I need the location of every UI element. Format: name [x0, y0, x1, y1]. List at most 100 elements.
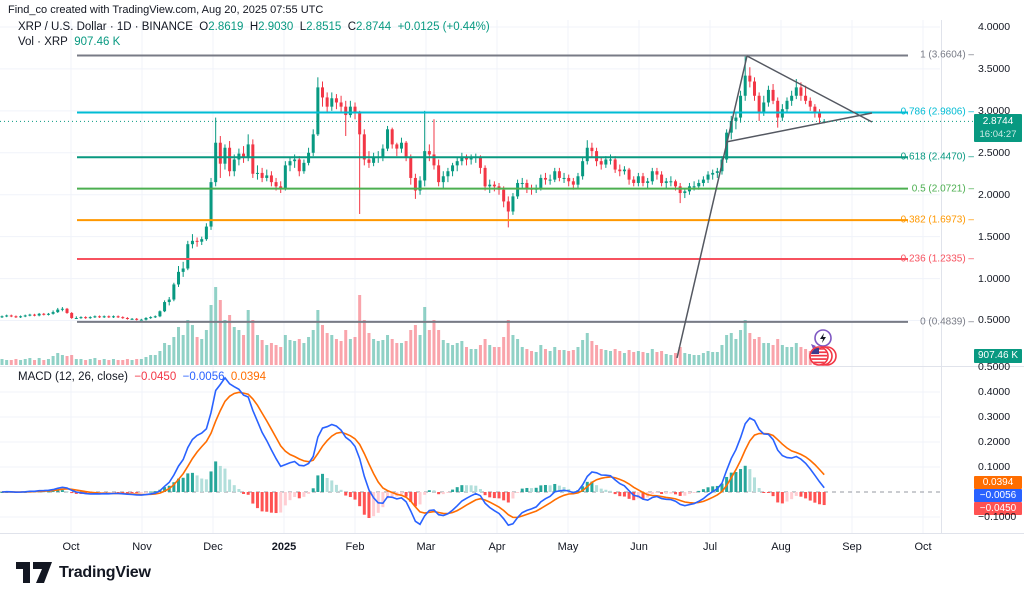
- volume-bar: [163, 343, 167, 365]
- candle-body: [107, 316, 111, 318]
- candle-body: [585, 147, 589, 162]
- candle-body: [232, 159, 236, 172]
- candle-body: [794, 87, 798, 96]
- macd-hist-bar: [520, 488, 524, 492]
- volume-bar: [390, 339, 394, 365]
- tradingview-logo[interactable]: TradingView: [16, 562, 151, 583]
- chart-stickers[interactable]: [809, 329, 837, 366]
- candle-body: [260, 172, 264, 178]
- volume-bar: [251, 320, 255, 365]
- macd-hist-bar: [660, 492, 664, 494]
- candle-body: [325, 97, 329, 107]
- candle-body: [748, 75, 752, 82]
- cursor-icon: [811, 344, 816, 349]
- macd-hist-bar: [70, 492, 74, 494]
- candle-body: [149, 317, 153, 319]
- low-label: L: [299, 21, 307, 33]
- candle-body: [446, 171, 450, 177]
- macd-tick-0.3000: 0.3000: [978, 411, 1011, 423]
- volume-bar: [177, 327, 181, 365]
- volume-bar: [14, 359, 18, 365]
- candle-body: [60, 308, 64, 310]
- volume-bar: [608, 351, 612, 365]
- volume-bar: [28, 358, 32, 365]
- macd-hist-bar: [511, 492, 515, 499]
- candle-body: [418, 180, 422, 191]
- macd-hist-bar: [283, 492, 287, 506]
- volume-bar: [42, 360, 46, 365]
- candle-body: [316, 87, 320, 135]
- volume-bar: [581, 340, 585, 365]
- volume-bar: [502, 337, 506, 365]
- candle-body: [608, 159, 612, 161]
- candle-body: [311, 134, 315, 153]
- macd-hist-bar: [497, 492, 501, 499]
- volume-bar: [511, 335, 515, 365]
- volume-bar: [474, 349, 478, 365]
- candle-body: [339, 102, 343, 107]
- macd-hist-bar: [153, 491, 157, 493]
- time-tick-May-7: May: [557, 541, 579, 553]
- volume-bar: [330, 335, 334, 365]
- macd-hist-bar: [804, 492, 808, 499]
- macd-tick-0.5000: 0.5000: [978, 361, 1011, 373]
- macd-signal-line: [1, 391, 825, 519]
- macd-hist-bar: [818, 492, 822, 505]
- candle-body: [190, 240, 194, 245]
- volume-bar: [655, 352, 659, 365]
- candle-body: [632, 179, 636, 183]
- macd-hist-bar: [311, 488, 315, 492]
- macd-hist-bar: [358, 492, 362, 507]
- candle-body: [437, 165, 441, 183]
- candle-body: [172, 284, 176, 300]
- volume-bar: [432, 320, 436, 365]
- volume-bar: [139, 359, 143, 365]
- macd-hist-bar: [701, 489, 705, 492]
- volume-bar: [576, 347, 580, 365]
- macd-hist-bar: [172, 482, 176, 492]
- trend-drawings[interactable]: [676, 55, 873, 359]
- candle-body: [520, 182, 524, 184]
- macd-hist-bar: [265, 492, 269, 512]
- macd-hist-bar: [251, 492, 255, 504]
- candle-body: [622, 169, 626, 172]
- candle-body: [646, 181, 650, 183]
- bar-countdown: 16:04:27: [979, 129, 1017, 140]
- volume-legend: Vol · XRP 907.46 K: [18, 36, 120, 48]
- volume-bar: [325, 333, 329, 365]
- macd-hist-bar: [636, 492, 640, 499]
- candle-body: [381, 148, 385, 157]
- candle-body: [502, 189, 506, 202]
- candle-body: [228, 147, 232, 172]
- macd-hist-bar: [195, 475, 199, 492]
- macd-hist-bar: [581, 486, 585, 492]
- macd-hist-bar: [200, 478, 204, 492]
- candle-body: [576, 176, 580, 185]
- candle-body: [79, 317, 83, 319]
- macd-hist-bar: [534, 487, 538, 492]
- fib-label-0.236: 0.236 (1.2335) –: [900, 253, 974, 265]
- macd-hist-bar: [56, 490, 60, 492]
- volume-bar: [37, 358, 41, 365]
- macd-hist-bar: [269, 492, 273, 513]
- candle-body: [321, 87, 325, 98]
- volume-bar: [465, 347, 468, 365]
- volume-bar: [720, 345, 724, 365]
- macd-hist-bar: [149, 491, 153, 493]
- volume-bar: [613, 349, 617, 365]
- volume-bar: [804, 349, 808, 365]
- price-tick-1.0000: 1.0000: [978, 272, 1011, 285]
- macd-hist-bar: [279, 492, 283, 513]
- candle-body: [84, 317, 88, 319]
- candle-body: [70, 312, 74, 318]
- volume-bar: [543, 349, 547, 365]
- macd-hist-bar: [465, 485, 468, 492]
- volume-bar: [785, 347, 789, 365]
- volume-bar: [19, 360, 23, 365]
- fib-retracement[interactable]: [77, 54, 908, 323]
- macd-hist-bar: [413, 492, 417, 507]
- volume-bar: [297, 339, 301, 365]
- time-tick-Oct-0: Oct: [62, 541, 80, 553]
- candle-body: [358, 112, 362, 135]
